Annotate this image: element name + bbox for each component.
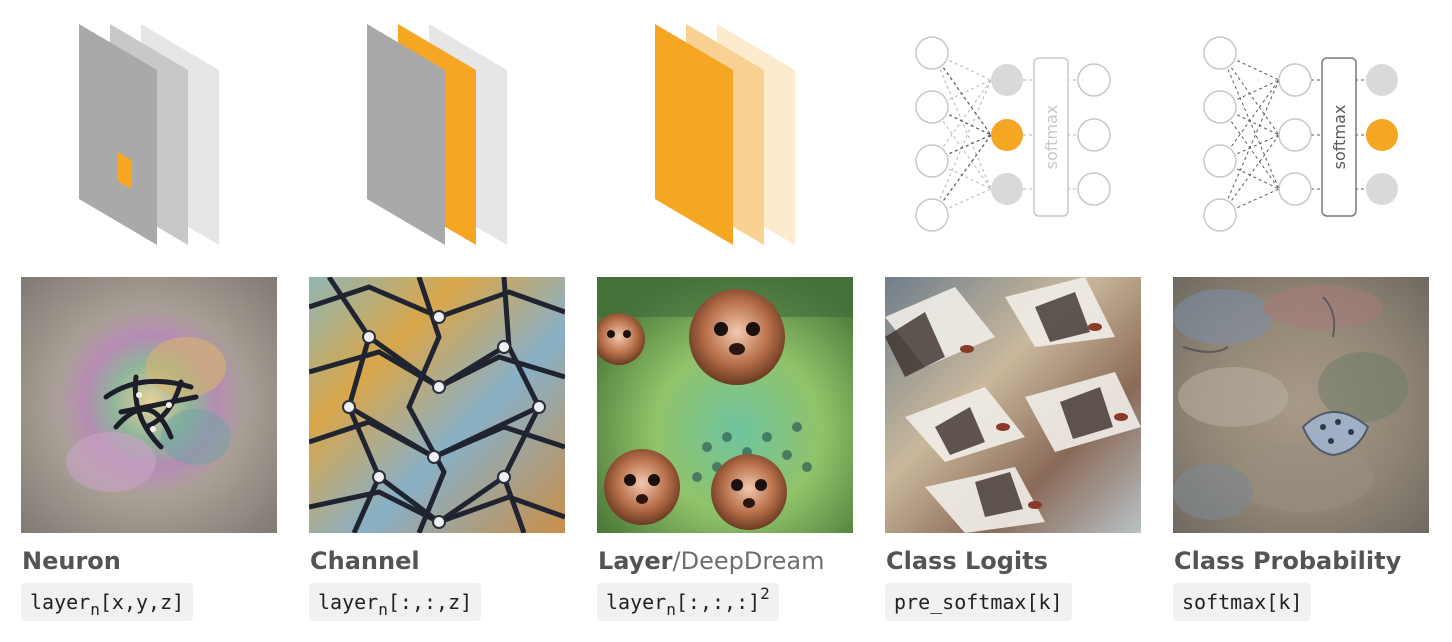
logit-node	[991, 173, 1023, 205]
layer-title: Layer/DeepDream	[598, 547, 825, 575]
small-object	[1301, 411, 1370, 457]
logit-node	[1278, 172, 1312, 206]
layer-sheet-front	[79, 24, 157, 245]
layer-stack-diagram	[655, 24, 795, 245]
class-probability-network-diagram: softmax	[1203, 36, 1398, 232]
channel-layer-stack-diagram	[367, 24, 507, 245]
softmax-label: softmax	[1042, 105, 1061, 170]
face-large	[689, 289, 785, 385]
column-channel: Channel layern[:,:,z]	[309, 0, 565, 642]
neuron-highlight	[117, 152, 132, 189]
probability-node	[1366, 173, 1398, 205]
face-left	[597, 313, 645, 365]
probability-node	[1077, 118, 1111, 152]
column-neuron: Neuron layern[x,y,z]	[21, 0, 277, 642]
neuron-visualization-image	[21, 277, 277, 533]
softmax-box	[1033, 57, 1069, 217]
logit-node	[991, 64, 1023, 96]
class-logits-network-diagram: softmax	[915, 36, 1111, 232]
face-bottom-right	[711, 454, 787, 530]
network-connections	[1220, 52, 1366, 216]
probability-node	[1077, 63, 1111, 97]
input-node	[915, 90, 949, 124]
layer-code-label: layern[:,:,:]2	[597, 583, 779, 621]
layer-visualization-image	[597, 277, 853, 533]
softmax-box	[1321, 57, 1357, 217]
probability-node	[1077, 172, 1111, 206]
input-node	[915, 198, 949, 232]
class-logits-visualization-image	[885, 277, 1141, 533]
neuron-layer-stack-diagram	[79, 24, 219, 245]
logit-node	[1278, 63, 1312, 97]
input-node	[915, 36, 949, 70]
input-node	[1203, 144, 1237, 178]
channel-visualization-image	[309, 277, 565, 533]
input-node	[1203, 198, 1237, 232]
softmax-label: softmax	[1330, 105, 1349, 170]
channel-title: Channel	[310, 547, 420, 575]
logit-node-highlighted	[991, 119, 1023, 151]
input-node	[1203, 90, 1237, 124]
probability-node-highlighted	[1366, 119, 1398, 151]
input-node	[1203, 36, 1237, 70]
probability-node	[1366, 64, 1398, 96]
column-class-probability: softmax	[1173, 0, 1429, 642]
face-bottom-left	[604, 449, 680, 525]
column-layer: Layer/DeepDream layern[:,:,:]2	[597, 0, 853, 642]
class-probability-code-label: softmax[k]	[1173, 583, 1312, 621]
class-probability-visualization-image	[1173, 277, 1429, 533]
class-logits-title: Class Logits	[886, 547, 1048, 575]
class-probability-title: Class Probability	[1174, 547, 1402, 575]
column-class-logits: softmax	[885, 0, 1141, 642]
neuron-title: Neuron	[22, 547, 121, 575]
channel-code-label: layern[:,:,z]	[309, 583, 482, 621]
layer-highlight-sheet	[655, 24, 733, 245]
logit-node	[1278, 118, 1312, 152]
class-logits-code-label: pre_softmax[k]	[885, 583, 1072, 621]
neuron-code-label: layern[x,y,z]	[21, 583, 194, 621]
layer-sheet-front	[367, 24, 445, 245]
input-node	[915, 144, 949, 178]
